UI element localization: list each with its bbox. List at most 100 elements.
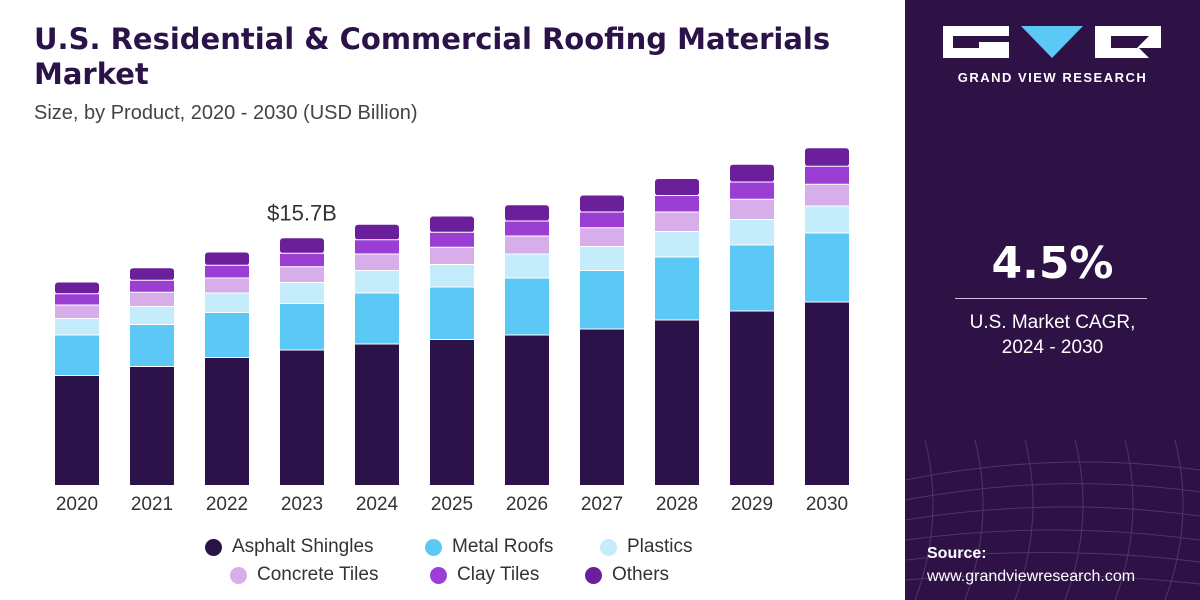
bar-segment-2022-clay-tiles — [205, 265, 249, 278]
bar-segment-2025-plastics — [430, 264, 474, 287]
bar-segment-2021-plastics — [130, 306, 174, 325]
sidebar-panel: GRAND VIEW RESEARCH 4.5% U.S. Market CAG… — [905, 0, 1200, 600]
bar-segment-2030-plastics — [805, 206, 849, 233]
bar-segment-2020-plastics — [55, 318, 99, 335]
bar-segment-2028-clay-tiles — [655, 195, 699, 212]
bar-segment-2022-concrete-tiles — [205, 278, 249, 293]
bar-segment-2022-metal-roofs — [205, 312, 249, 358]
bar-segment-2026-others — [505, 205, 549, 221]
bar-segment-2021-asphalt-shingles — [130, 366, 174, 485]
x-tick-label-2026: 2026 — [506, 494, 548, 515]
cagr-value: 4.5% — [991, 238, 1114, 289]
bar-segment-2024-metal-roofs — [355, 293, 399, 344]
data-label-2023: $15.7B — [267, 200, 337, 225]
chart-title: U.S. Residential & Commercial Roofing Ma… — [34, 22, 831, 91]
bar-segment-2024-plastics — [355, 270, 399, 293]
x-tick-label-2029: 2029 — [731, 494, 773, 515]
source-url[interactable]: www.grandviewresearch.com — [927, 568, 1136, 585]
legend-item-others: Others — [585, 564, 669, 586]
bar-segment-2020-concrete-tiles — [55, 305, 99, 319]
bar-segment-2028-metal-roofs — [655, 257, 699, 320]
bar-segment-2024-concrete-tiles — [355, 254, 399, 271]
source-label: Source: — [927, 545, 987, 562]
bar-segment-2020-clay-tiles — [55, 293, 99, 305]
bar-segment-2022-others — [205, 252, 249, 266]
x-tick-label-2025: 2025 — [431, 494, 473, 515]
bar-segment-2023-asphalt-shingles — [280, 350, 324, 485]
bar-segment-2030-others — [805, 148, 849, 167]
bar-segment-2021-metal-roofs — [130, 324, 174, 367]
legend-item-plastics: Plastics — [600, 536, 692, 558]
cagr-divider — [955, 298, 1147, 299]
cagr-label: U.S. Market CAGR, 2024 - 2030 — [905, 310, 1200, 360]
bar-segment-2020-metal-roofs — [55, 335, 99, 376]
decorative-mesh — [905, 440, 1200, 600]
cagr-label-line2: 2024 - 2030 — [1001, 337, 1104, 358]
bar-segment-2029-others — [730, 164, 774, 182]
bar-segment-2023-concrete-tiles — [280, 266, 324, 283]
bar-segment-2025-others — [430, 216, 474, 233]
bar-segment-2020-asphalt-shingles — [55, 375, 99, 485]
bar-segment-2026-concrete-tiles — [505, 236, 549, 254]
bar-segment-2026-plastics — [505, 254, 549, 278]
brand-name: GRAND VIEW RESEARCH — [957, 70, 1148, 85]
legend-swatch — [205, 538, 222, 556]
bar-segment-2022-plastics — [205, 293, 249, 313]
bar-segment-2024-others — [355, 224, 399, 240]
bar-segment-2023-plastics — [280, 282, 324, 304]
legend-swatch — [430, 566, 447, 584]
legend-swatch — [585, 566, 602, 584]
bar-segment-2030-asphalt-shingles — [805, 302, 849, 485]
x-tick-label-2020: 2020 — [56, 494, 98, 515]
legend-label: Concrete Tiles — [257, 564, 379, 585]
legend-swatch — [230, 566, 247, 584]
legend-item-asphalt-shingles: Asphalt Shingles — [205, 536, 374, 558]
bar-segment-2030-metal-roofs — [805, 233, 849, 302]
legend-swatch — [425, 538, 442, 556]
bar-segment-2025-metal-roofs — [430, 287, 474, 340]
bar-segment-2027-asphalt-shingles — [580, 329, 624, 485]
chart-legend: Asphalt Shingles Metal Roofs Plastics Concr… — [0, 530, 905, 600]
bar-segment-2024-clay-tiles — [355, 239, 399, 254]
x-tick-label-2024: 2024 — [356, 494, 399, 515]
bar-segment-2028-plastics — [655, 231, 699, 257]
bar-segment-2023-clay-tiles — [280, 253, 324, 267]
legend-label: Plastics — [627, 536, 693, 557]
bar-segment-2026-metal-roofs — [505, 278, 549, 335]
chart-subtitle: Size, by Product, 2020 - 2030 (USD Billi… — [34, 102, 418, 124]
bar-segment-2027-others — [580, 195, 624, 212]
bar-segment-2026-clay-tiles — [505, 221, 549, 236]
bar-segment-2027-concrete-tiles — [580, 227, 624, 247]
bar-segment-2030-clay-tiles — [805, 166, 849, 185]
grand-view-research-logo — [943, 26, 1161, 58]
stacked-bar-chart: 2020 2021 2022 2023 $15.7B 2024 2025 2026 2027 20… — [55, 148, 849, 515]
legend-swatch — [600, 538, 617, 556]
cagr-label-line1: U.S. Market CAGR, — [969, 312, 1136, 333]
bar-segment-2030-concrete-tiles — [805, 184, 849, 206]
bar-segment-2028-others — [655, 179, 699, 196]
bar-segment-2029-asphalt-shingles — [730, 311, 774, 485]
bar-segment-2023-metal-roofs — [280, 303, 324, 350]
legend-label: Metal Roofs — [452, 536, 554, 557]
legend-item-concrete-tiles: Concrete Tiles — [230, 564, 378, 586]
bar-segment-2025-asphalt-shingles — [430, 339, 474, 485]
x-tick-label-2030: 2030 — [806, 494, 848, 515]
bar-segment-2029-metal-roofs — [730, 245, 774, 311]
bar-segment-2023-others — [280, 238, 324, 254]
bar-segment-2025-concrete-tiles — [430, 247, 474, 265]
legend-item-metal-roofs: Metal Roofs — [425, 536, 553, 558]
bar-segment-2021-concrete-tiles — [130, 292, 174, 307]
bar-segment-2029-plastics — [730, 219, 774, 245]
bar-segment-2024-asphalt-shingles — [355, 344, 399, 485]
x-tick-label-2027: 2027 — [581, 494, 623, 515]
bar-segment-2021-clay-tiles — [130, 280, 174, 293]
bar-segment-2029-clay-tiles — [730, 182, 774, 200]
bar-segment-2020-others — [55, 282, 99, 294]
legend-label: Others — [612, 564, 670, 585]
bar-segment-2022-asphalt-shingles — [205, 357, 249, 485]
bar-segment-2021-others — [130, 268, 174, 281]
chart-panel: U.S. Residential & Commercial Roofing Ma… — [0, 22, 905, 600]
bar-segment-2028-asphalt-shingles — [655, 320, 699, 485]
x-tick-label-2023: 2023 — [281, 494, 323, 515]
bar-segment-2027-clay-tiles — [580, 212, 624, 228]
